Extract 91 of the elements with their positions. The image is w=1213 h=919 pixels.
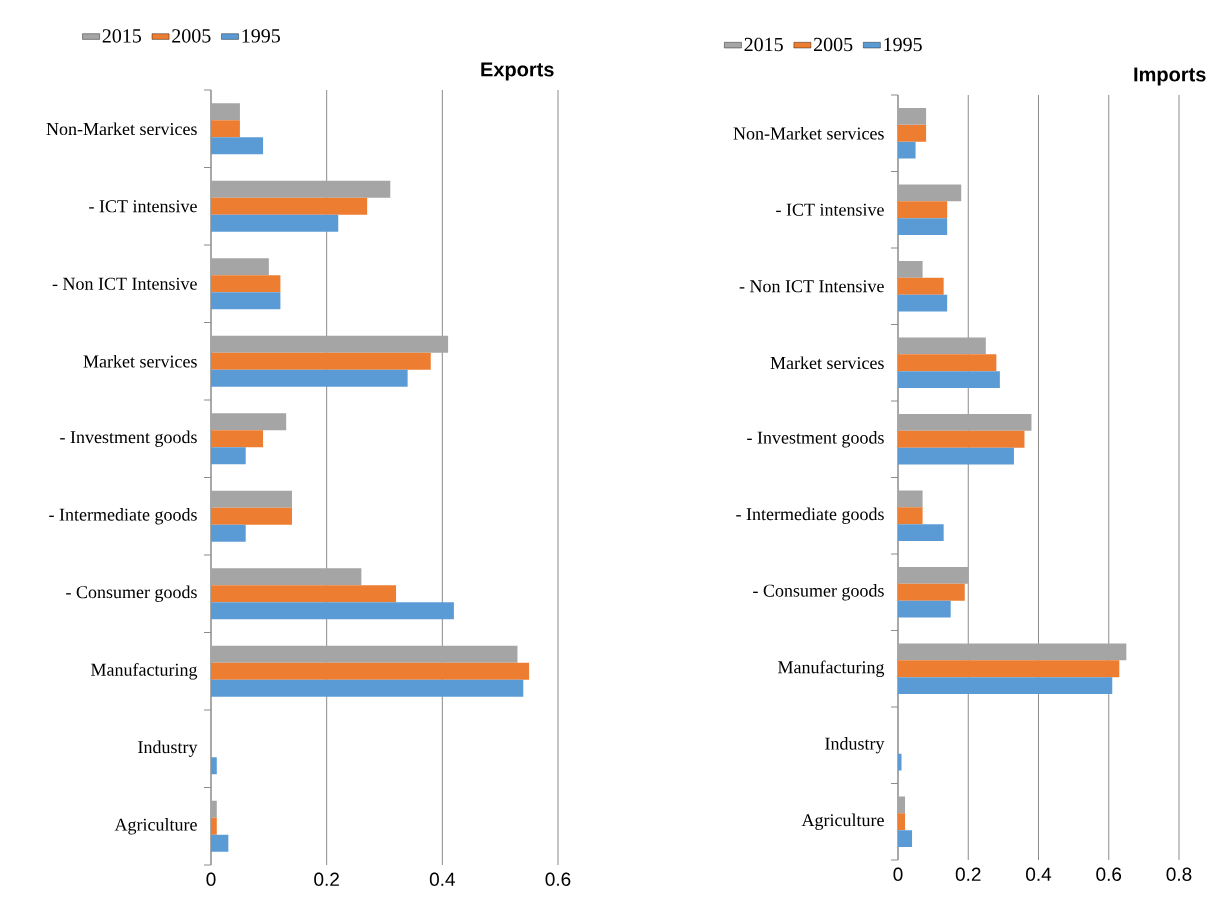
y-tick-label: Manufacturing xyxy=(778,660,885,678)
bar xyxy=(211,447,246,465)
bar xyxy=(898,371,1000,388)
y-tick-label: - Non ICT Intensive xyxy=(52,277,197,290)
x-tick-label: 0 xyxy=(893,867,903,881)
bar xyxy=(898,643,1127,661)
bar xyxy=(211,800,217,818)
legend-label: 2015 xyxy=(744,37,783,52)
legend-label: 2005 xyxy=(172,29,211,43)
y-tick-label: Non-Market services xyxy=(46,122,197,136)
y-tick-label: Manufacturing xyxy=(91,662,198,680)
bar xyxy=(211,413,287,431)
bar xyxy=(211,602,454,620)
bar xyxy=(898,524,944,541)
y-tick-label: - Non ICT Intensive xyxy=(739,280,884,293)
bar xyxy=(211,645,518,663)
y-tick-label: - Consumer goods xyxy=(66,585,197,602)
bar xyxy=(211,679,524,697)
bar xyxy=(211,834,229,852)
bar xyxy=(898,414,1032,431)
bar xyxy=(898,677,1113,694)
bar xyxy=(898,218,948,235)
legend-label: 2015 xyxy=(102,29,142,43)
x-tick-label: 0.6 xyxy=(545,872,571,886)
bar xyxy=(211,662,530,680)
bar xyxy=(898,490,923,508)
bar xyxy=(211,524,246,542)
y-tick-label: Industry xyxy=(138,740,198,757)
legend-label: 2005 xyxy=(814,37,853,52)
bar xyxy=(211,275,281,293)
bar xyxy=(211,120,240,138)
bar xyxy=(211,197,368,215)
bar xyxy=(898,447,1014,465)
y-tick-label: - ICT intensive xyxy=(776,203,884,216)
y-tick-label: - ICT intensive xyxy=(89,200,197,213)
bar xyxy=(211,568,362,586)
x-tick-label: 0.2 xyxy=(955,867,981,881)
y-tick-label: Agriculture xyxy=(801,813,884,830)
bar xyxy=(211,258,269,276)
bar xyxy=(898,124,927,142)
y-tick-label: - Investment goods xyxy=(60,430,197,447)
bar xyxy=(898,660,1120,678)
y-tick-label: - Intermediate goods xyxy=(736,507,884,524)
bar xyxy=(898,277,944,295)
bar xyxy=(898,507,923,525)
y-tick-label: Industry xyxy=(825,737,885,754)
bar xyxy=(898,294,948,312)
bar xyxy=(211,335,449,353)
x-tick-label: 0.2 xyxy=(314,872,339,886)
bar xyxy=(211,585,397,603)
legend-label: 1995 xyxy=(884,37,922,52)
bar xyxy=(211,214,339,232)
bar xyxy=(211,490,292,508)
bar xyxy=(898,108,927,125)
x-tick-label: 0 xyxy=(206,872,216,886)
bar xyxy=(211,292,281,310)
bar xyxy=(898,261,923,278)
y-tick-label: Agriculture xyxy=(114,818,197,835)
bar xyxy=(898,600,951,618)
bar xyxy=(211,507,292,525)
y-tick-label: Market services xyxy=(770,356,884,370)
chart-title: Exports xyxy=(481,62,554,81)
bar xyxy=(898,753,902,771)
x-tick-label: 0.4 xyxy=(429,872,455,886)
bar xyxy=(211,180,391,198)
bar xyxy=(211,430,264,448)
bar xyxy=(898,430,1025,448)
bar xyxy=(898,830,913,848)
x-tick-label: 0.6 xyxy=(1096,867,1122,881)
bar xyxy=(898,354,997,372)
bar xyxy=(211,352,431,370)
x-tick-label: 0.4 xyxy=(1026,867,1052,881)
bar xyxy=(211,369,408,387)
bar xyxy=(211,757,217,775)
bar xyxy=(898,567,969,584)
y-tick-label: - Intermediate goods xyxy=(49,508,197,525)
chart-title: Imports xyxy=(1134,67,1206,86)
bar xyxy=(898,184,962,202)
bar xyxy=(898,337,986,355)
y-tick-label: - Consumer goods xyxy=(753,584,884,601)
bar xyxy=(211,103,240,121)
y-tick-label: Non-Market services xyxy=(733,126,884,140)
bar xyxy=(898,201,948,219)
y-tick-label: Market services xyxy=(83,354,197,368)
y-tick-label: - Investment goods xyxy=(747,431,884,448)
x-tick-label: 0.8 xyxy=(1166,867,1192,881)
bar xyxy=(898,583,965,601)
bar xyxy=(898,141,916,159)
bar xyxy=(211,817,217,835)
bar xyxy=(211,137,264,155)
legend-label: 1995 xyxy=(242,29,280,43)
